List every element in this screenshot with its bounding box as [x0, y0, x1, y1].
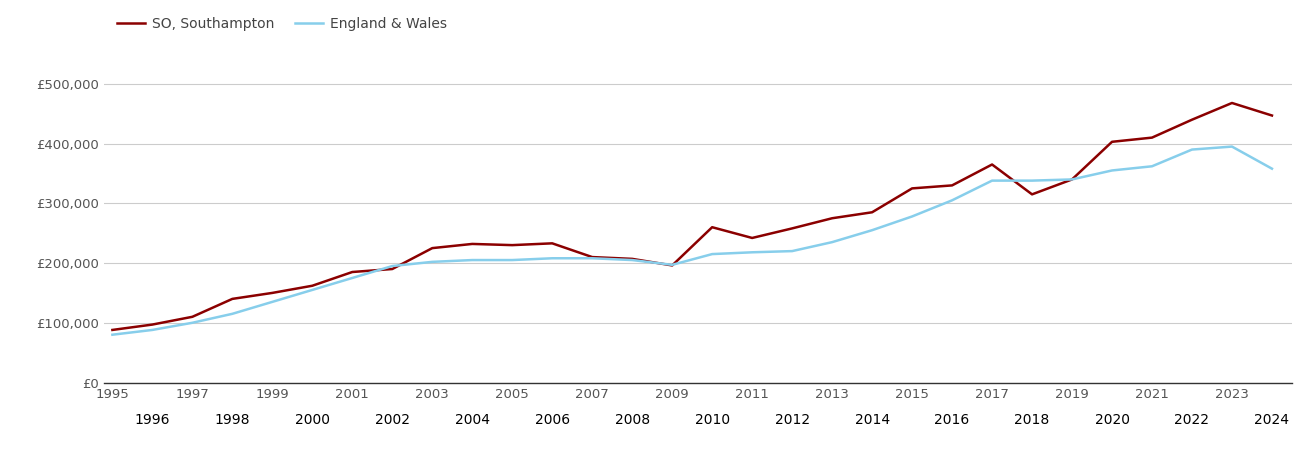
SO, Southampton	[424, 245, 440, 251]
SO, Southampton	[984, 162, 1000, 167]
SO, Southampton	[104, 327, 120, 333]
SO, Southampton	[224, 296, 240, 302]
SO, Southampton	[265, 290, 281, 296]
SO, Southampton	[544, 241, 560, 246]
SO, Southampton	[345, 269, 360, 274]
SO, Southampton	[624, 256, 639, 261]
SO, Southampton	[825, 216, 840, 221]
England & Wales	[345, 275, 360, 281]
SO, Southampton	[904, 186, 920, 191]
England & Wales	[544, 256, 560, 261]
SO, Southampton	[1064, 177, 1079, 182]
England & Wales	[904, 214, 920, 219]
SO, Southampton	[864, 210, 880, 215]
England & Wales	[1024, 178, 1040, 183]
England & Wales	[664, 262, 680, 268]
SO, Southampton	[1184, 117, 1199, 122]
SO, Southampton	[465, 241, 480, 247]
SO, Southampton	[585, 254, 600, 260]
Line: SO, Southampton: SO, Southampton	[112, 103, 1272, 330]
SO, Southampton	[784, 226, 800, 231]
SO, Southampton	[744, 235, 760, 241]
England & Wales	[864, 228, 880, 233]
England & Wales	[585, 256, 600, 261]
SO, Southampton	[304, 283, 320, 288]
England & Wales	[265, 299, 281, 305]
England & Wales	[1144, 164, 1160, 169]
England & Wales	[385, 263, 401, 269]
SO, Southampton	[145, 322, 161, 327]
SO, Southampton	[664, 263, 680, 268]
Legend: SO, Southampton, England & Wales: SO, Southampton, England & Wales	[111, 12, 452, 37]
England & Wales	[1104, 168, 1120, 173]
SO, Southampton	[1224, 100, 1240, 106]
England & Wales	[984, 178, 1000, 183]
England & Wales	[505, 257, 521, 263]
England & Wales	[624, 257, 639, 263]
England & Wales	[465, 257, 480, 263]
England & Wales	[945, 198, 960, 203]
England & Wales	[304, 287, 320, 292]
SO, Southampton	[1144, 135, 1160, 140]
SO, Southampton	[505, 243, 521, 248]
SO, Southampton	[385, 266, 401, 272]
SO, Southampton	[184, 314, 200, 319]
England & Wales	[424, 259, 440, 265]
SO, Southampton	[1104, 139, 1120, 144]
England & Wales	[1224, 144, 1240, 149]
England & Wales	[705, 252, 720, 257]
SO, Southampton	[945, 183, 960, 188]
England & Wales	[104, 332, 120, 338]
England & Wales	[784, 248, 800, 254]
England & Wales	[1265, 166, 1280, 171]
England & Wales	[1184, 147, 1199, 152]
SO, Southampton	[1024, 192, 1040, 197]
England & Wales	[825, 239, 840, 245]
SO, Southampton	[705, 225, 720, 230]
England & Wales	[145, 327, 161, 333]
England & Wales	[744, 250, 760, 255]
SO, Southampton	[1265, 113, 1280, 118]
England & Wales	[184, 320, 200, 325]
England & Wales	[1064, 177, 1079, 182]
England & Wales	[224, 311, 240, 316]
Line: England & Wales: England & Wales	[112, 147, 1272, 335]
